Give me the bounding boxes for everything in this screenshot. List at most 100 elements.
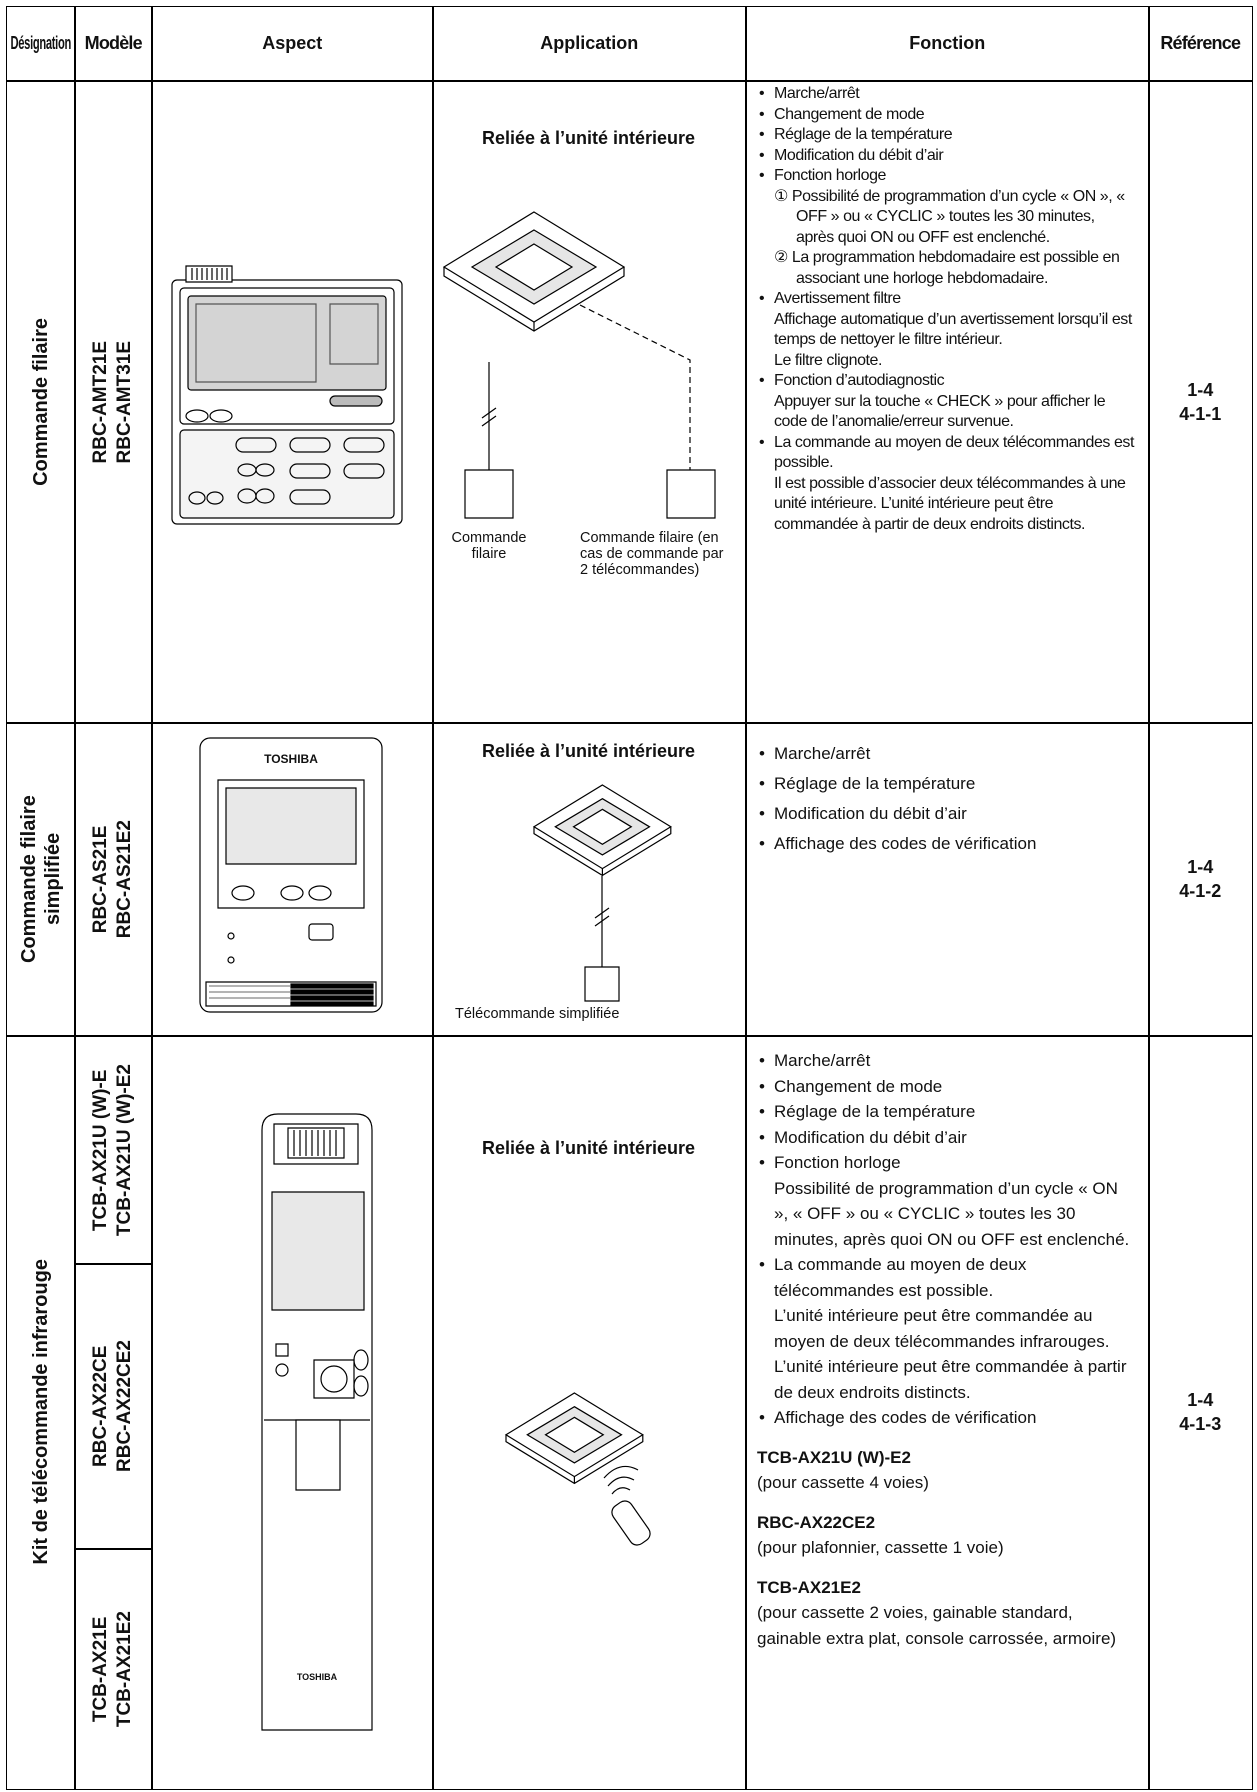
function-item: Fonction horloge ① Possibilité de program… [757,166,1136,289]
variant: TCB-AX21U (W)-E2 (pour cassette 4 voies) [757,1445,1136,1496]
function-item: Réglage de la température [757,771,1136,797]
function-item: Fonction horloge Possibilité de programma… [757,1150,1136,1252]
device-brand: TOSHIBA [264,752,318,766]
variant-note: (pour cassette 2 voies, gainable standar… [757,1603,1117,1648]
model-cell: RBC-AS21E RBC-AS21E2 [74,722,153,1037]
wired-remote-illustration [151,80,432,722]
function-subitem: ② La programmation hebdomadaire est poss… [774,249,1120,287]
function-item: Fonction d’autodiagnostic Appuyer sur la … [757,371,1136,433]
designation-wrap: Commande filaire [7,81,75,723]
model-wrap: TCB-AX21E TCB-AX21E2 [75,1549,152,1789]
variant-model: RBC-AX22CE2 [757,1512,876,1532]
function-item: Changement de mode [757,1074,1136,1100]
function-text: Réglage de la température [774,1102,976,1121]
function-item: La commande au moyen de deux télécommand… [757,433,1136,536]
function-item: Affichage des codes de vérification [757,1405,1136,1431]
reference: 4-1-2 [1179,881,1222,902]
application-label: Commande filaire (en cas de commande par… [580,530,724,578]
function-list: Marche/arrêt Changement de mode Réglage de… [757,1048,1136,1651]
variant-note: (pour plafonnier, cassette 1 voie) [757,1538,1004,1557]
header-cell: Fonction [745,6,1150,82]
function-text: Modification du débit d’air [774,804,967,823]
aspect-cell [151,722,434,1037]
function-detail: L’unité intérieure peut être commandée a… [774,1306,1127,1402]
model-name: RBC-AS21E2 [114,820,136,939]
function-item: Marche/arrêt [757,1048,1136,1074]
function-text: Réglage de la température [774,774,976,793]
function-detail: Il est possible d’associer deux télécomm… [774,474,1126,533]
model-name: RBC-AX22CE2 [114,1340,136,1473]
reference-cell: 1-4 4-1-1 [1148,80,1253,724]
column-header: Désignation [10,33,72,54]
function-cell [745,722,1150,1037]
application-cell [432,722,747,1037]
function-item: Affichage des codes de vérification [757,831,1136,857]
designation-cell: Kit de télécommande infrarouge [6,1035,76,1790]
reference: 4-1-1 [1179,403,1222,424]
model-name: TCB-AX21E2 [114,1610,136,1727]
model-wrap: RBC-AMT21E RBC-AMT31E [75,81,152,723]
column-header: Fonction [909,33,986,54]
model-cell: TCB-AX21E TCB-AX21E2 [74,1548,153,1790]
function-text: Fonction horloge [774,1153,901,1172]
function-item: Marche/arrêt [757,741,1136,767]
column-header: Modèle [84,33,143,54]
reference: 4-1-3 [1179,1414,1222,1435]
model-cell: RBC-AX22CE RBC-AX22CE2 [74,1263,153,1550]
function-text: Modification du débit d’air [774,1127,967,1147]
function-text: Changement de mode [774,105,925,123]
reference-cell: 1-4 4-1-3 [1148,1035,1253,1790]
model-name: RBC-AMT21E [90,340,112,463]
header-cell: Désignation [6,6,76,82]
model-wrap: TCB-AX21U (W)-E TCB-AX21U (W)-E2 [75,1036,152,1264]
aspect-cell [151,1035,434,1790]
header-cell: Référence [1148,6,1253,82]
variant-model: TCB-AX21U (W)-E2 [757,1447,911,1467]
infrared-remote-illustration [151,1035,432,1788]
header-cell: Aspect [151,6,434,82]
model-list: TCB-AX21E TCB-AX21E2 [89,1611,137,1727]
designation: Commande filaire simplifiée [17,795,64,964]
model-cell: TCB-AX21U (W)-E TCB-AX21U (W)-E2 [74,1035,153,1265]
variant-model: TCB-AX21E2 [757,1577,861,1597]
model-list: TCB-AX21U (W)-E TCB-AX21U (W)-E2 [89,1064,137,1236]
function-text: Affichage des codes de vérification [774,1408,1037,1427]
function-text: Fonction d’autodiagnostic [774,372,945,389]
wired-connection-diagram [432,80,745,722]
variant: TCB-AX21E2 (pour cassette 2 voies, gainab… [757,1575,1136,1652]
designation: Commande filaire [29,317,52,486]
designation-cell: Commande filaire simplifiée [6,722,76,1037]
reference: 1-4 [1187,857,1214,878]
reference: 1-4 [1187,379,1214,400]
application-title: Reliée à l’unité intérieure [481,128,696,148]
function-text: Marche/arrêt [774,1051,871,1070]
infrared-connection-diagram [432,1035,745,1788]
function-item: Modification du débit d’air [757,801,1136,827]
function-item: Réglage de la température [757,1099,1136,1125]
model-name: RBC-AMT31E [114,340,136,463]
function-text: Changement de mode [774,1076,943,1096]
model-list: RBC-AX22CE RBC-AX22CE2 [89,1340,137,1472]
function-item: La commande au moyen de deux télécommand… [757,1252,1136,1405]
designation-cell: Commande filaire [6,80,76,724]
model-name: TCB-AX21E [90,1615,112,1722]
application-label: Commande filaire [451,530,527,562]
function-text: Marche/arrêt [774,744,871,763]
function-detail: Affichage automatique d’un avertissement… [774,310,1132,349]
function-detail: Appuyer sur la touche « CHECK » pour aff… [774,392,1106,431]
function-item: Modification du débit d’air [757,146,1136,167]
model-list: RBC-AS21E RBC-AS21E2 [89,820,137,938]
header-cell: Modèle [74,6,153,82]
model-name: TCB-AX21U (W)-E2 [114,1063,136,1236]
function-text: Modification du débit d’air [774,146,944,164]
application-title: Reliée à l’unité intérieure [481,1138,696,1158]
function-text: Avertissement filtre [774,290,901,307]
variant: RBC-AX22CE2 (pour plafonnier, cassette 1 … [757,1510,1136,1561]
model-wrap: RBC-AS21E RBC-AS21E2 [75,723,152,1036]
function-item: Changement de mode [757,105,1136,126]
column-header: Application [540,33,639,54]
function-cell [745,80,1150,724]
reference: 1-4 [1187,1390,1214,1411]
function-item: Marche/arrêt [757,84,1136,105]
